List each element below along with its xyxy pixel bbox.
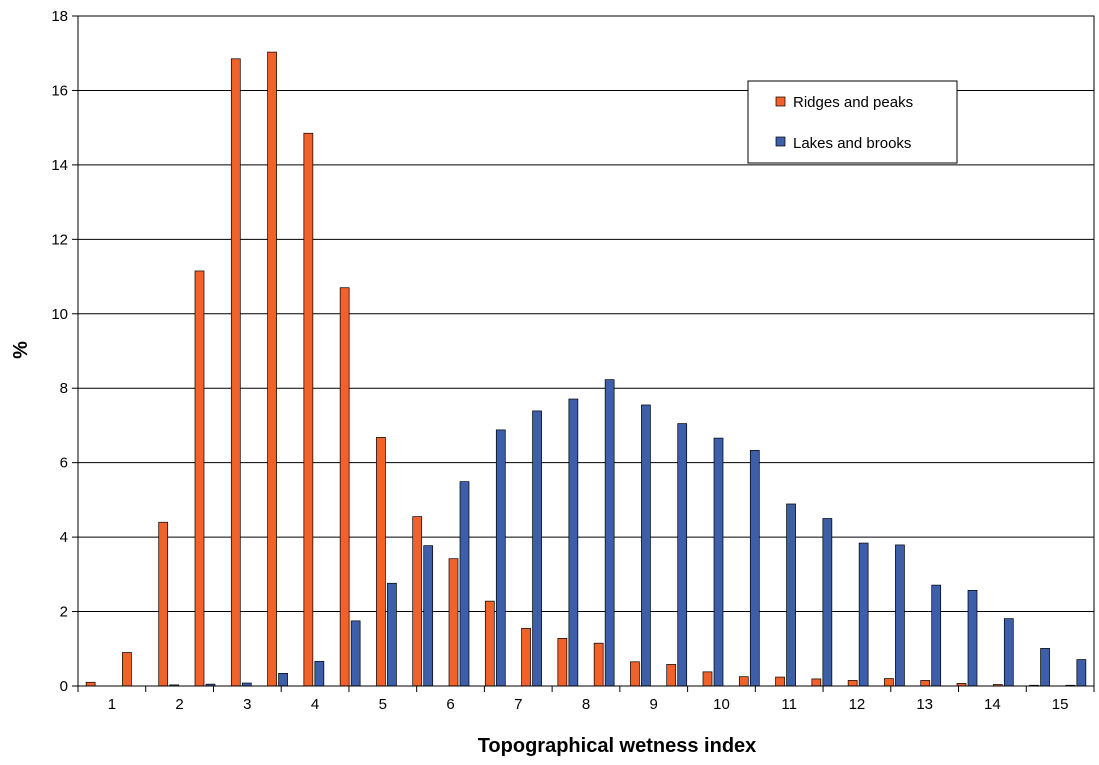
bar-ridges-and-peaks — [630, 661, 640, 687]
legend-swatch-ridges — [775, 96, 786, 107]
bar-lakes-and-brooks — [1040, 648, 1050, 687]
bar-lakes-and-brooks — [786, 503, 796, 687]
bar-ridges-and-peaks — [484, 600, 495, 687]
bar-ridges-and-peaks — [194, 270, 205, 687]
x-tick-label: 13 — [916, 696, 933, 713]
x-tick-label: 8 — [582, 696, 590, 713]
bar-ridges-and-peaks — [158, 521, 169, 687]
bar-ridges-and-peaks — [847, 680, 858, 687]
bar-lakes-and-brooks — [568, 398, 579, 687]
legend-label-lakes: Lakes and brooks — [793, 135, 911, 152]
bar-ridges-and-peaks — [303, 132, 314, 687]
bar-ridges-and-peaks — [557, 638, 568, 687]
legend-box — [747, 80, 958, 164]
bar-ridges-and-peaks — [738, 676, 749, 687]
bar-lakes-and-brooks — [822, 518, 833, 687]
x-tick-label: 7 — [514, 696, 522, 713]
x-tick-label: 3 — [243, 696, 251, 713]
x-tick-label: 2 — [175, 696, 183, 713]
bar-ridges-and-peaks — [122, 652, 132, 687]
plot-frame — [77, 15, 1095, 687]
y-tick-label: 12 — [51, 231, 68, 248]
bar-ridges-and-peaks — [339, 287, 350, 687]
y-tick-label: 18 — [51, 8, 68, 25]
bar-lakes-and-brooks — [423, 545, 434, 687]
x-tick-label: 10 — [713, 696, 730, 713]
bar-lakes-and-brooks — [641, 404, 651, 687]
x-tick-label: 14 — [984, 696, 1001, 713]
legend: Ridges and peaks Lakes and brooks — [747, 80, 958, 164]
bar-lakes-and-brooks — [858, 542, 869, 687]
x-tick-label: 9 — [650, 696, 658, 713]
bar-ridges-and-peaks — [666, 664, 677, 687]
bar-ridges-and-peaks — [920, 680, 931, 687]
x-tick-label: 12 — [849, 696, 866, 713]
x-tick-label: 1 — [108, 696, 116, 713]
x-axis: 1 2 3 4 5 6 7 8 9 10 11 12 13 14 15 — [77, 686, 1095, 713]
y-axis: 0 2 4 6 8 10 12 14 16 18 — [51, 8, 78, 695]
bar-ridges-and-peaks — [230, 58, 241, 687]
x-axis-title: Topographical wetness index — [478, 735, 757, 757]
bar-ridges-and-peaks — [448, 558, 459, 687]
y-tick-label: 2 — [60, 604, 68, 621]
bar-ridges-and-peaks — [775, 676, 785, 687]
bar-ridges-and-peaks — [884, 678, 894, 687]
x-tick-label: 15 — [1052, 696, 1069, 713]
x-tick-label: 11 — [781, 696, 797, 713]
y-tick-label: 0 — [60, 678, 68, 695]
x-tick-label: 6 — [446, 696, 454, 713]
bar-lakes-and-brooks — [350, 620, 361, 687]
x-tick-label: 4 — [311, 696, 319, 713]
bar-lakes-and-brooks — [314, 661, 325, 687]
bar-ridges-and-peaks — [811, 678, 822, 687]
bar-ridges-and-peaks — [412, 516, 423, 687]
bar-lakes-and-brooks — [278, 672, 288, 687]
bar-lakes-and-brooks — [604, 379, 615, 687]
y-tick-label: 14 — [51, 157, 68, 174]
bar-lakes-and-brooks — [495, 429, 506, 687]
bar-lakes-and-brooks — [532, 410, 542, 687]
bar-lakes-and-brooks — [749, 450, 760, 687]
bar-lakes-and-brooks — [967, 589, 978, 687]
bar-ridges-and-peaks — [376, 437, 386, 687]
bar-ridges-and-peaks — [85, 681, 96, 687]
bar-lakes-and-brooks — [387, 582, 397, 687]
y-tick-label: 8 — [60, 380, 68, 397]
bar-ridges-and-peaks — [702, 671, 713, 687]
bar-lakes-and-brooks — [895, 544, 905, 687]
bar-lakes-and-brooks — [713, 437, 724, 687]
gridlines — [78, 89, 1094, 613]
x-tick-label: 5 — [379, 696, 387, 713]
y-tick-label: 6 — [60, 455, 68, 472]
y-tick-label: 4 — [60, 529, 68, 546]
bar-ridges-and-peaks — [593, 642, 604, 687]
bar-lakes-and-brooks — [1003, 618, 1014, 687]
bar-lakes-and-brooks — [931, 584, 942, 687]
bar-lakes-and-brooks — [459, 481, 470, 687]
bar-ridges-and-peaks — [521, 627, 531, 687]
bar-ridges-and-peaks — [267, 51, 277, 687]
y-tick-label: 16 — [51, 82, 68, 99]
legend-label-ridges: Ridges and peaks — [793, 94, 913, 111]
bar-lakes-and-brooks — [1076, 659, 1087, 687]
y-axis-title: % — [10, 341, 32, 359]
y-tick-label: 10 — [51, 306, 68, 323]
legend-swatch-lakes — [775, 136, 786, 147]
bar-lakes-and-brooks — [677, 423, 688, 687]
